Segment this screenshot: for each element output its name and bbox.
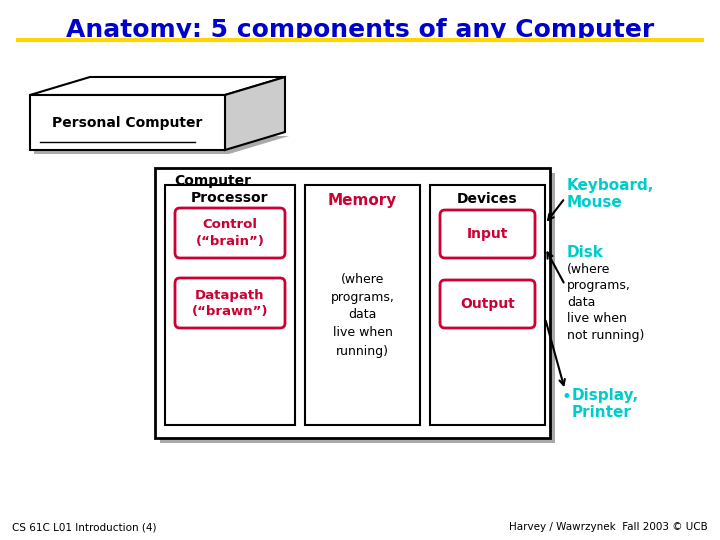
Text: Computer: Computer <box>174 174 251 188</box>
Bar <box>155 168 550 438</box>
Bar <box>30 95 225 150</box>
Text: Disk: Disk <box>567 245 604 260</box>
Text: Processor: Processor <box>192 191 269 205</box>
Polygon shape <box>30 77 285 95</box>
Text: Display,
Printer: Display, Printer <box>572 388 639 421</box>
Text: Personal Computer: Personal Computer <box>53 116 203 130</box>
Text: Memory: Memory <box>328 193 397 208</box>
Text: Output: Output <box>460 297 515 311</box>
FancyBboxPatch shape <box>175 208 285 258</box>
FancyBboxPatch shape <box>440 210 535 258</box>
Text: Keyboard,
Mouse: Keyboard, Mouse <box>567 178 654 211</box>
Bar <box>165 185 295 425</box>
Text: Devices: Devices <box>457 192 518 206</box>
Bar <box>305 185 420 425</box>
Text: Datapath
(“brawn”): Datapath (“brawn”) <box>192 288 269 318</box>
FancyBboxPatch shape <box>440 280 535 328</box>
Bar <box>160 173 555 443</box>
Text: Control
(“brain”): Control (“brain”) <box>196 219 264 247</box>
Text: (where
programs,
data
live when
not running): (where programs, data live when not runn… <box>567 263 644 342</box>
Text: •: • <box>561 388 571 406</box>
Polygon shape <box>225 77 285 150</box>
Polygon shape <box>34 136 289 154</box>
Text: CS 61C L01 Introduction (4): CS 61C L01 Introduction (4) <box>12 522 156 532</box>
FancyBboxPatch shape <box>175 278 285 328</box>
Bar <box>34 99 229 154</box>
Text: (where
programs,
data
live when
running): (where programs, data live when running) <box>330 273 395 357</box>
Text: Input: Input <box>467 227 508 241</box>
Bar <box>170 190 300 430</box>
Text: Anatomy: 5 components of any Computer: Anatomy: 5 components of any Computer <box>66 18 654 42</box>
Bar <box>310 190 425 430</box>
Bar <box>430 185 545 425</box>
Bar <box>435 190 550 430</box>
Text: Harvey / Wawrzynek  Fall 2003 © UCB: Harvey / Wawrzynek Fall 2003 © UCB <box>509 522 708 532</box>
